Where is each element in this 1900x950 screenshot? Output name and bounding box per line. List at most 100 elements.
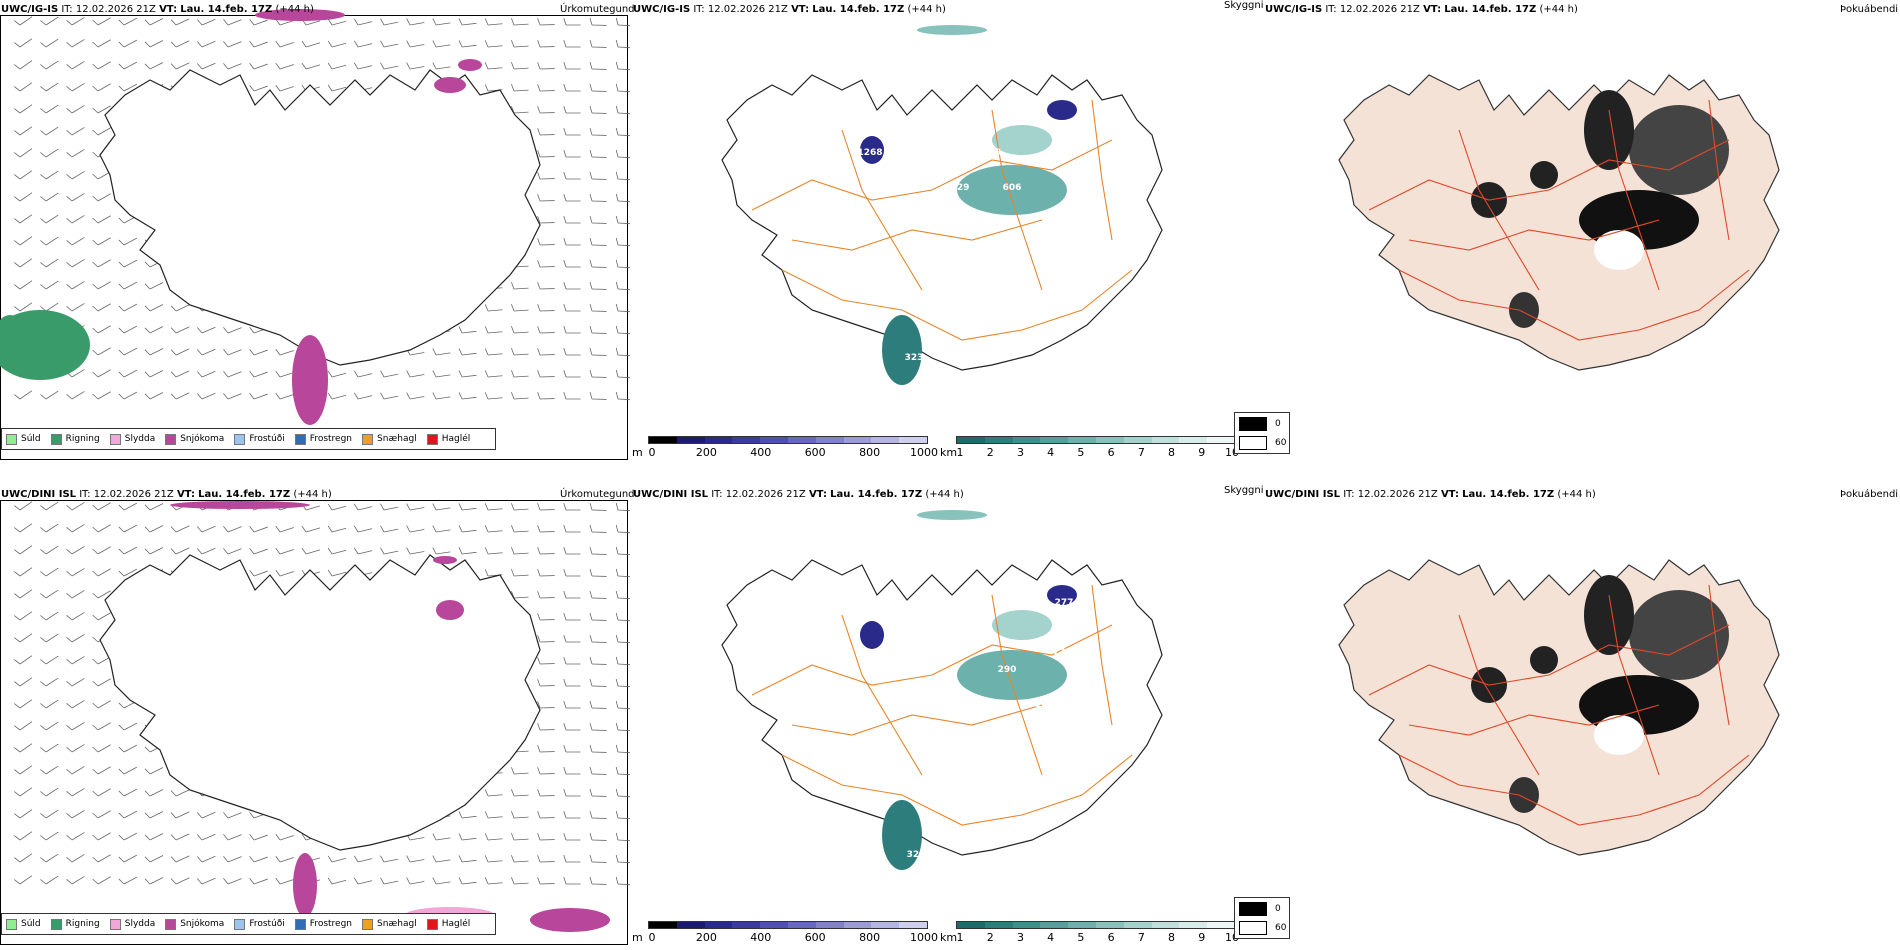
elevation-label: 152 xyxy=(863,656,882,666)
iceland-outline xyxy=(721,510,1163,870)
colorbar-unit: m xyxy=(632,931,643,944)
colorbar-step xyxy=(704,922,733,928)
legend-swatch xyxy=(50,918,62,930)
visibility-panel: 1268 11 429 606 323 469 UWC/IG-IS IT: 12.02.20… xyxy=(632,0,1264,462)
iceland-outline xyxy=(1338,559,1780,856)
colorbar-tick: 3 xyxy=(1016,446,1024,459)
it-label: IT: xyxy=(1325,4,1337,15)
vt-label: VT: xyxy=(159,4,178,15)
cloud-panel: UWC/IG-IS IT: 12.02.2026 21Z VT: Lau. 14… xyxy=(1234,0,1898,462)
vt-label: VT: xyxy=(808,489,827,500)
road-network xyxy=(751,584,1133,826)
colorbar-step xyxy=(1095,922,1124,928)
colorbar-tick: 2 xyxy=(986,931,994,944)
high-elevation-area xyxy=(860,136,884,164)
iceland-outline xyxy=(1338,74,1780,371)
low-visibility-area xyxy=(992,610,1052,640)
road-network xyxy=(751,99,1133,341)
legend-item: Haglél xyxy=(426,918,470,930)
colorbar-step xyxy=(704,437,733,443)
cloud-legend-label: 60 xyxy=(1275,438,1287,448)
vt-value: Lau. 14.feb. 17Z xyxy=(198,489,291,500)
snow-area xyxy=(434,77,466,93)
fog-area xyxy=(1509,292,1539,328)
legend-label: Súld xyxy=(21,919,41,929)
colorbar-tick: 1 xyxy=(956,931,964,944)
low-visibility-area xyxy=(992,125,1052,155)
colorbar-tick: 6 xyxy=(1107,446,1115,459)
legend-label: Frostregn xyxy=(309,919,353,929)
elevation-label: 277 xyxy=(1055,598,1074,608)
high-elevation-area xyxy=(1047,585,1077,605)
vt-value: Lau. 14.feb. 17Z xyxy=(1444,4,1537,15)
legend-label: Snjókoma xyxy=(180,434,225,444)
colorbar-tick: 0 xyxy=(648,931,656,944)
colorbar-tick: 1000 xyxy=(910,931,938,944)
colorbar-tick: 800 xyxy=(859,446,881,459)
panel-header: UWC/DINI ISL IT: 12.02.2026 21Z VT: Lau.… xyxy=(633,489,964,500)
legend-swatch xyxy=(165,433,177,445)
iceland-outline xyxy=(99,501,610,932)
legend-label: Frostúði xyxy=(249,919,285,929)
legend-item: Frostregn xyxy=(294,918,353,930)
colorbar-step xyxy=(760,437,788,443)
colorbar-step xyxy=(1151,922,1180,928)
legend-swatch xyxy=(234,918,246,930)
colorbar-step xyxy=(1012,437,1041,443)
visibility-map: 1268 11 429 606 323 469 xyxy=(721,25,1163,385)
colorbar-tick: 400 xyxy=(750,931,772,944)
model-name: UWC/IG-IS xyxy=(1265,4,1323,15)
legend-label: Snjókoma xyxy=(180,919,225,929)
colorbar-step xyxy=(1095,437,1124,443)
colorbar-step xyxy=(957,922,985,928)
elevation-colorbar: m 0 200 400 600 800 1000 xyxy=(632,921,938,947)
colorbar-tick: 6 xyxy=(1107,931,1115,944)
clear-area xyxy=(1594,230,1644,270)
visibility-map: 152 61 610 277 777 290 231 320 xyxy=(721,510,1163,870)
panel-header: UWC/DINI ISL IT: 12.02.2026 21Z VT: Lau.… xyxy=(1265,489,1596,500)
low-visibility-area xyxy=(882,315,922,385)
legend-label: Slydda xyxy=(124,434,156,444)
colorbar-step xyxy=(1012,922,1041,928)
elevation-label: 610 xyxy=(1003,603,1022,613)
elevation-label: 323 xyxy=(905,353,924,363)
it-value: 12.02.2026 21Z xyxy=(75,4,156,15)
legend-swatch xyxy=(6,918,17,930)
lead-time: (+44 h) xyxy=(1539,4,1578,15)
cloud-map xyxy=(1338,74,1780,371)
cloud-legend-item: 0 xyxy=(1239,417,1281,431)
precip-type-map xyxy=(0,9,630,425)
snow-area xyxy=(292,335,328,425)
it-value: 12.02.2026 21Z xyxy=(725,489,806,500)
it-value: 12.02.2026 21Z xyxy=(1357,489,1438,500)
colorbar-strip xyxy=(648,921,928,929)
snow-area xyxy=(458,59,482,71)
colorbar-step xyxy=(1207,922,1235,928)
colorbar-step xyxy=(815,922,844,928)
colorbar-step xyxy=(676,437,705,443)
lead-time: (+44 h) xyxy=(925,489,964,500)
fog-area xyxy=(1509,777,1539,813)
precip-type-map xyxy=(14,501,630,932)
panel-header: UWC/IG-IS IT: 12.02.2026 21Z VT: Lau. 14… xyxy=(1,4,314,15)
vt-value: Lau. 14.feb. 17Z xyxy=(830,489,923,500)
colorbar-step xyxy=(787,922,816,928)
fog-area xyxy=(1530,646,1558,674)
vt-label: VT: xyxy=(176,489,195,500)
legend-swatch xyxy=(294,918,306,930)
colorbar-tick: 800 xyxy=(859,931,881,944)
model-name: UWC/DINI ISL xyxy=(633,489,709,500)
vt-value: Lau. 14.feb. 17Z xyxy=(812,4,905,15)
colorbar-step xyxy=(1207,437,1235,443)
colorbar-step xyxy=(649,922,677,928)
legend-item: Súld xyxy=(6,918,41,930)
colorbar-step xyxy=(871,922,900,928)
colorbar-tick: 2 xyxy=(986,446,994,459)
colorbar-step xyxy=(899,437,927,443)
it-value: 12.02.2026 21Z xyxy=(93,489,174,500)
colorbar-step xyxy=(1123,437,1152,443)
model-name: UWC/DINI ISL xyxy=(1,489,77,500)
legend-label: Snæhagl xyxy=(377,919,417,929)
panel-header: UWC/IG-IS IT: 12.02.2026 21Z VT: Lau. 14… xyxy=(633,4,946,15)
colorbar-tick: 9 xyxy=(1198,931,1206,944)
